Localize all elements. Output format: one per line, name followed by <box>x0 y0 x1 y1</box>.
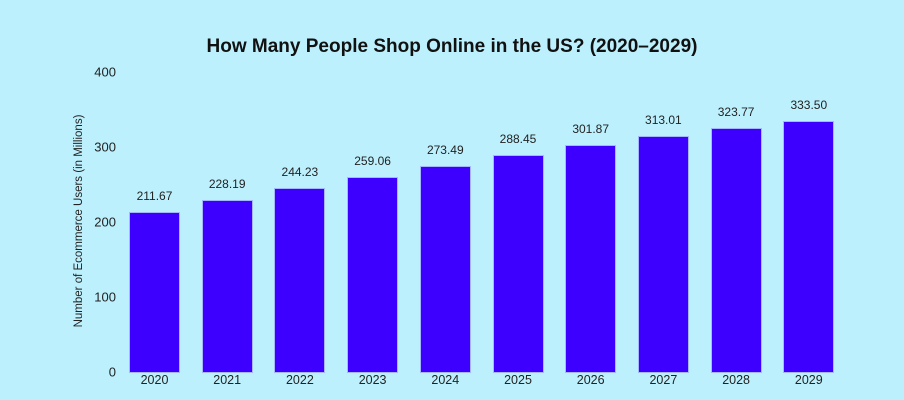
bar-2024 <box>420 166 470 372</box>
bar-value-label: 228.19 <box>208 176 246 191</box>
bar-2022 <box>275 188 325 372</box>
chart-title: How Many People Shop Online in the US? (… <box>206 36 698 57</box>
x-tick-label: 2022 <box>285 373 314 387</box>
x-tick-label: 2021 <box>213 373 242 387</box>
y-tick-label: 300 <box>94 139 116 155</box>
bar-2025 <box>493 155 543 372</box>
y-tick-label: 200 <box>94 214 116 230</box>
bar-value-label: 301.87 <box>572 121 610 136</box>
x-tick-label: 2020 <box>140 373 169 387</box>
x-tick-label: 2025 <box>504 373 532 387</box>
bar-2020 <box>130 213 179 372</box>
bar-2027 <box>638 137 688 372</box>
bar-2023 <box>348 177 398 372</box>
bar-value-label: 333.50 <box>790 97 828 112</box>
bar-2028 <box>711 129 761 372</box>
bar-value-label: 244.23 <box>281 164 319 179</box>
bar-value-label: 273.49 <box>426 142 464 157</box>
x-tick-label: 2026 <box>576 373 605 387</box>
x-tick-label: 2028 <box>722 373 750 387</box>
bar-2026 <box>566 145 616 372</box>
y-tick-label: 400 <box>94 64 116 80</box>
bar-value-label: 313.01 <box>645 113 682 128</box>
bar-2021 <box>202 200 252 372</box>
bar-value-label: 259.06 <box>354 153 391 168</box>
bar-value-label: 288.45 <box>499 131 537 146</box>
bar-value-label: 211.67 <box>136 189 173 204</box>
y-tick-label: 0 <box>108 364 116 380</box>
x-tick-label: 2027 <box>649 373 678 387</box>
x-tick-label: 2024 <box>431 373 460 387</box>
x-tick-label: 2023 <box>358 373 387 387</box>
bar-value-label: 323.77 <box>717 105 755 120</box>
y-tick-label: 100 <box>94 289 116 305</box>
x-tick-label: 2029 <box>794 373 823 387</box>
bar-2029 <box>784 121 834 372</box>
